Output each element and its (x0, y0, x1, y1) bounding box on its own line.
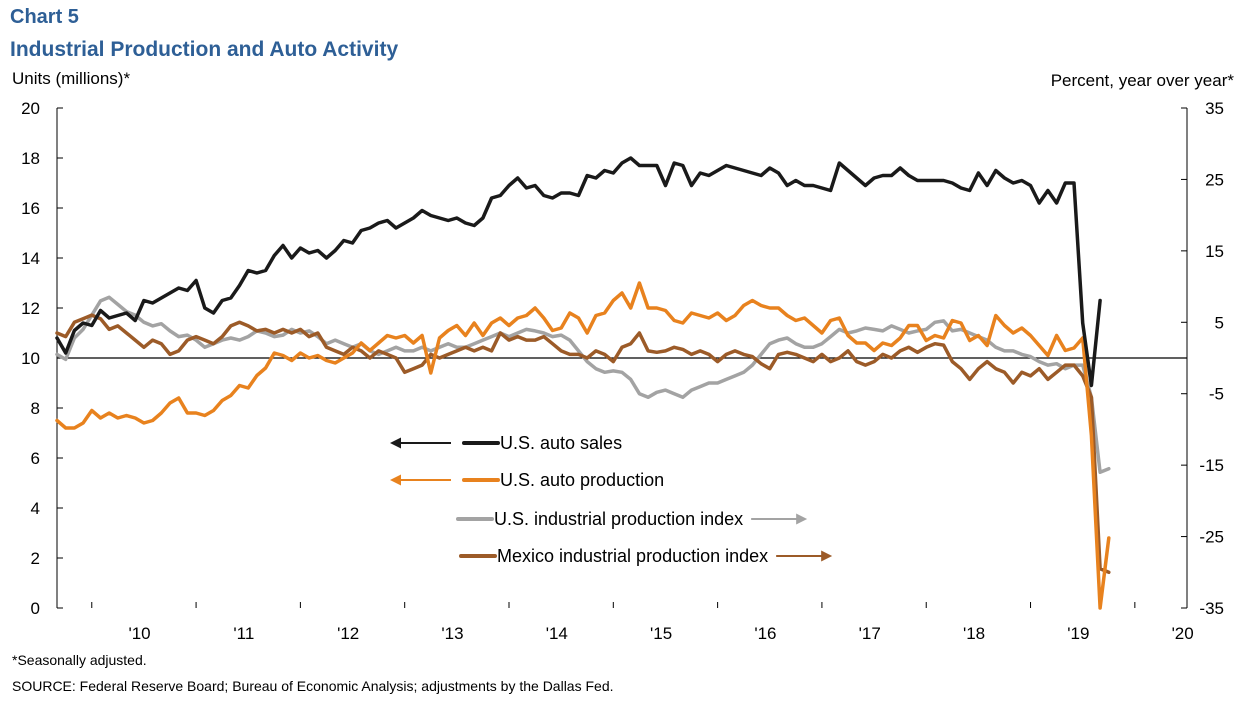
x-tick-label: '20 (1172, 624, 1194, 643)
left-tick-label: 20 (21, 99, 40, 118)
x-tick-label: '15 (650, 624, 672, 643)
left-tick-label: 8 (31, 399, 40, 418)
chart-title: Industrial Production and Auto Activity (10, 38, 399, 61)
left-tick-label: 18 (21, 149, 40, 168)
legend-label-us-auto-production: U.S. auto production (500, 470, 664, 490)
x-tick-label: '17 (859, 624, 881, 643)
left-tick-label: 12 (21, 299, 40, 318)
right-tick-label: -35 (1199, 599, 1224, 618)
left-tick-label: 16 (21, 199, 40, 218)
left-tick-label: 4 (31, 499, 40, 518)
right-tick-label: 25 (1205, 170, 1224, 189)
right-tick-label: 15 (1205, 242, 1224, 261)
right-axis-label: Percent, year over year* (1050, 71, 1234, 90)
right-tick-label: -25 (1199, 528, 1224, 547)
series-line-mexico-industrial-production (55, 313, 1111, 575)
legend-arrowhead-us-auto-sales (390, 437, 401, 449)
footnote: *Seasonally adjusted. (12, 652, 147, 668)
right-tick-label: -5 (1209, 385, 1224, 404)
left-tick-label: 10 (21, 349, 40, 368)
legend-label-mexico-industrial-production: Mexico industrial production index (497, 546, 768, 566)
left-tick-label: 14 (21, 249, 40, 268)
x-tick-label: '10 (128, 624, 150, 643)
legend-arrowhead-us-auto-production (390, 474, 401, 486)
right-tick-label: -15 (1199, 456, 1224, 475)
x-tick-label: '18 (963, 624, 985, 643)
series-line-us-auto-production (55, 281, 1111, 610)
legend-label-us-industrial-production: U.S. industrial production index (494, 509, 743, 529)
left-tick-label: 6 (31, 449, 40, 468)
source-note: SOURCE: Federal Reserve Board; Bureau of… (12, 678, 614, 694)
right-tick-label: 35 (1205, 99, 1224, 118)
x-tick-label: '14 (546, 624, 568, 643)
left-tick-label: 2 (31, 549, 40, 568)
legend-arrowhead-mexico-industrial-production (821, 550, 833, 562)
legend-label-us-auto-sales: U.S. auto sales (500, 433, 622, 453)
left-axis-label: Units (millions)* (12, 69, 131, 88)
x-tick-label: '16 (754, 624, 776, 643)
series-line-us-auto-sales (55, 156, 1102, 388)
left-tick-label: 0 (31, 599, 40, 618)
x-tick-label: '11 (233, 624, 254, 643)
right-tick-label: 5 (1215, 313, 1224, 332)
chart-number: Chart 5 (10, 6, 79, 28)
x-tick-label: '19 (1067, 624, 1089, 643)
x-tick-label: '13 (441, 624, 463, 643)
legend-arrowhead-us-industrial-production (796, 513, 808, 525)
x-tick-label: '12 (337, 624, 359, 643)
